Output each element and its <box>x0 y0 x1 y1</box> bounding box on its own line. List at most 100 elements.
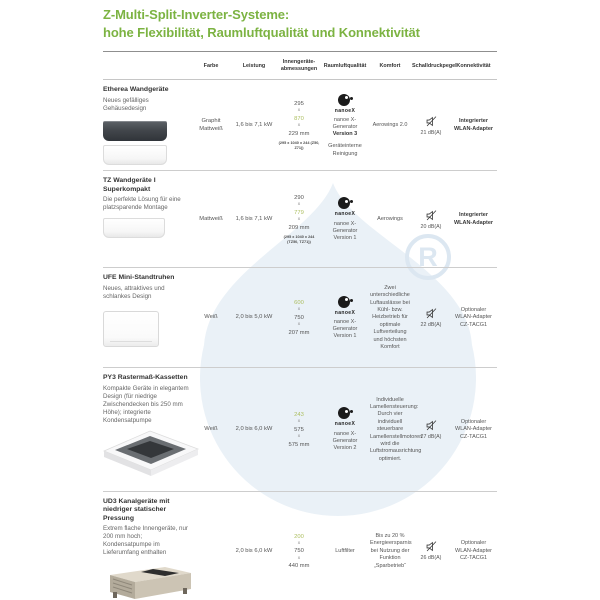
farbe-value: Weiß <box>204 426 218 433</box>
page-title-line2: hohe Flexibilität, Raumluftqualität und … <box>103 24 420 40</box>
dimensions: 200 x 750 x 440 mm <box>276 533 322 571</box>
mute-speaker-icon <box>426 541 436 552</box>
dim-note: (295 x 1040 x 244 (TZ50, TZ71)) <box>283 234 315 244</box>
air-extra: Geräteinterne Reinigung <box>328 143 362 157</box>
air-quality: nanoeX nanoe X-Generator Version 1 <box>322 295 368 341</box>
product-image-py3 <box>102 430 200 486</box>
product-info: PY3 Rastermaß-Kassetten Kompakte Geräte … <box>102 374 200 486</box>
air-generator: nanoe X-Generator <box>332 220 358 234</box>
nanoex-logo-icon <box>337 295 353 309</box>
dim-separator: x <box>297 202 301 208</box>
air-generator: nanoe X-Generator <box>332 430 358 445</box>
page-title-line1: Z-Multi-Split-Inverter-Systeme: <box>103 7 290 22</box>
mute-speaker-icon <box>426 420 436 431</box>
mute-speaker-icon <box>426 209 436 220</box>
product-description: Die perfekte Lösung für eine platzsparen… <box>103 196 181 212</box>
leistung-value: 2,0 bis 6,0 kW <box>235 547 273 554</box>
header-konnektivitaet: Konnektivität <box>456 62 491 69</box>
product-info: TZ Wandgeräte I Superkompakt Die perfekt… <box>103 177 190 239</box>
dim-width-highlight: 779 <box>294 209 304 216</box>
dim-height-highlight: 600 <box>294 300 304 307</box>
db-value: 20 dB(A) <box>420 223 442 230</box>
page-title: Z-Multi-Split-Inverter-Systeme: hohe Fle… <box>103 6 497 41</box>
header-komfort: Komfort <box>379 62 401 69</box>
nanoex-wordmark: nanoeX <box>334 309 356 316</box>
dimensions: 243 x 575 x 575 mm <box>276 411 322 449</box>
mute-speaker-icon <box>426 308 436 319</box>
dim-separator: x <box>297 433 301 439</box>
air-version: Version 1 <box>333 333 357 340</box>
dim-width: 575 <box>294 426 304 433</box>
product-info: UFE Mini-Standtruhen Neues, attraktives … <box>103 274 190 347</box>
farbe-value: Mattweiß <box>199 215 223 222</box>
dim-separator: x <box>297 322 301 328</box>
dimensions: 600 x 750 x 207 mm <box>276 299 322 337</box>
dimensions: 295 x 870 x 229 mm (295 x 1040 x 244 (Z5… <box>276 100 322 151</box>
comfort-text: Aerowings 2.0 <box>372 121 408 128</box>
dim-separator: x <box>297 217 301 223</box>
dim-height-highlight: 200 <box>294 533 304 540</box>
dim-depth: 207 mm <box>288 329 310 336</box>
air-quality: Luftfilter <box>322 548 368 555</box>
product-image-ud3 <box>103 561 191 600</box>
leistung-value: 2,0 bis 5,0 kW <box>235 314 273 321</box>
mute-speaker-icon <box>426 115 436 126</box>
nanoex-logo-icon <box>337 407 353 420</box>
air-generator: nanoe X-Generator <box>332 117 358 131</box>
table-row-tz: TZ Wandgeräte I Superkompakt Die perfekt… <box>103 171 497 269</box>
air-version: Version 2 <box>333 445 357 452</box>
nanoex-logo-icon <box>337 197 353 210</box>
leistung-value: 2,0 bis 6,0 kW <box>235 426 273 433</box>
table-row-etherea: Etherea Wandgeräte Neues gefälliges Gehä… <box>103 80 497 172</box>
db-value: 21 dB(A) <box>420 129 442 136</box>
product-description: Kompakte Geräte in elegantem Design (für… <box>103 384 189 424</box>
wall-unit-white-image <box>103 144 167 165</box>
product-description: Extrem flache Innengeräte, nur 200 mm ho… <box>103 525 188 557</box>
product-description: Neues gefälliges Gehäusedesign <box>103 96 149 112</box>
product-info: UD3 Kanalgeräte mit niedriger statischer… <box>103 497 191 600</box>
header-leistung: Leistung <box>242 62 266 69</box>
air-quality: nanoeX nanoe X-Generator Version 3 Gerät… <box>322 93 368 158</box>
air-filter-label: Luftfilter <box>335 547 355 554</box>
dim-separator: x <box>297 555 301 561</box>
dim-height: 290 <box>294 195 304 202</box>
dim-separator: x <box>297 123 301 129</box>
dim-separator: x <box>297 540 301 546</box>
dim-separator: x <box>297 419 301 425</box>
product-name: UD3 Kanalgeräte mit niedriger statischer… <box>103 497 170 522</box>
header-abmessungen: Innengeräte- abmessungen <box>280 59 318 73</box>
nanoex-wordmark: nanoeX <box>334 211 356 218</box>
air-generator: nanoe X-Generator <box>332 319 358 333</box>
product-info: Etherea Wandgeräte Neues gefälliges Gehä… <box>103 86 190 165</box>
nanoex-wordmark: nanoeX <box>334 421 356 428</box>
dim-width: 750 <box>294 548 304 555</box>
air-version: Version 3 <box>332 131 358 138</box>
comfort-text: Individuelle Lamellensteuerung: Durch vi… <box>370 396 423 462</box>
title-divider <box>103 51 497 53</box>
connectivity: Optionaler WLAN-Adapter CZ-TACG1 <box>455 418 492 440</box>
product-name: PY3 Rastermaß-Kassetten <box>103 374 188 382</box>
dim-depth: 209 mm <box>288 224 310 231</box>
sound-level: 27 dB(A) <box>412 419 450 441</box>
product-name: Etherea Wandgeräte <box>103 86 169 94</box>
leistung-value: 1,6 bis 7,1 kW <box>235 215 273 222</box>
db-value: 26 dB(A) <box>420 555 442 562</box>
farbe-value: Weiß <box>204 314 218 321</box>
sound-level: 22 dB(A) <box>412 307 450 329</box>
dimensions: 290 x 779 x 209 mm (295 x 1040 x 244 (TZ… <box>276 194 322 245</box>
product-image-tz <box>103 218 190 239</box>
product-description: Neues, attraktives und schlankes Design <box>103 284 165 300</box>
header-raumluftqualitaet: Raumluftqualität <box>323 62 367 69</box>
connectivity: Optionaler WLAN-Adapter CZ-TACG1 <box>455 306 492 328</box>
nanoex-logo-icon <box>337 93 353 107</box>
wall-unit-graphite-image <box>103 120 167 141</box>
wall-unit-white-image <box>103 218 165 239</box>
product-image-ufe <box>103 310 190 347</box>
header-schalldruckpegel: Schalldruckpegel <box>412 62 457 69</box>
product-image-etherea <box>103 120 190 165</box>
header-farbe: Farbe <box>203 62 219 69</box>
product-name: UFE Mini-Standtruhen <box>103 274 175 282</box>
dim-width-highlight: 870 <box>294 115 304 122</box>
dim-depth: 229 mm <box>288 130 310 137</box>
